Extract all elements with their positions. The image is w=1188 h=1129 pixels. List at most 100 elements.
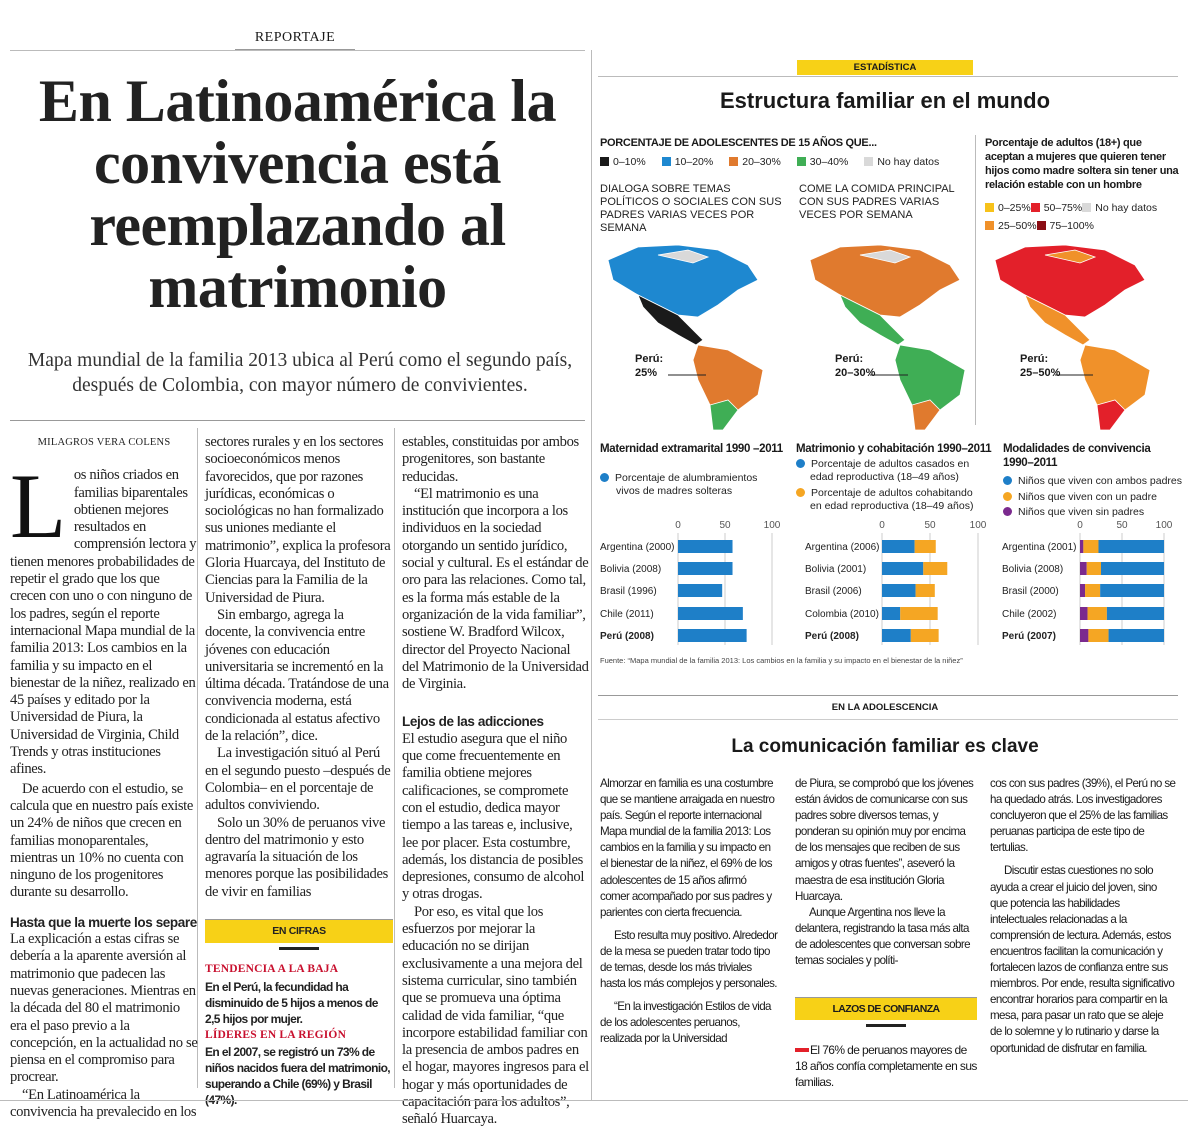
- bar: [1080, 607, 1088, 620]
- map-dialoga: [607, 244, 764, 430]
- en-cifras-box: EN CIFRAS TENDENCIA A LA BAJA En el Perú…: [205, 919, 393, 1108]
- paragraph: Solo un 30% de peruanos vive dentro del …: [205, 814, 388, 900]
- bar: [1080, 540, 1084, 553]
- tick-label: 50: [1116, 520, 1128, 531]
- bar: [1080, 584, 1086, 597]
- bar: [914, 540, 936, 553]
- lazos-box: LAZOS DE CONFIANZA El 76% de peruanos ma…: [795, 997, 977, 1090]
- en-cifras-tag: EN CIFRAS: [205, 919, 393, 951]
- legend-swatch: [985, 221, 994, 230]
- paragraph: “El matrimonio es una institución que in…: [402, 485, 589, 693]
- divider: [598, 76, 1178, 77]
- adolescence-column-1: Almorzar en familia es una costumbre que…: [600, 776, 778, 1048]
- chart1-title: Maternidad extramarital 1990 –2011: [600, 443, 783, 455]
- cifra-heading: LÍDERES EN LA REGIÓN: [205, 1028, 347, 1041]
- chart3-title: Modalidades de convivencia 1990–2011: [1003, 443, 1151, 469]
- bar: [882, 607, 901, 620]
- category-label: Bolivia (2008): [1002, 564, 1063, 575]
- legend-swatch: [985, 203, 994, 212]
- map-region-sasub: [911, 399, 941, 430]
- chart2-legend-1: Porcentaje de adultos casados en edad re…: [796, 458, 976, 484]
- tick-label: 100: [970, 520, 987, 531]
- paragraph: El estudio asegura que el niño que come …: [402, 730, 585, 903]
- legend-swatch: [864, 157, 874, 166]
- category-label: Bolivia (2001): [805, 564, 866, 575]
- legend-swatch: [1030, 203, 1040, 212]
- adolescence-column-2: de Piura, se comprobó que los jóvenes es…: [795, 776, 977, 1091]
- bar: [1085, 584, 1101, 597]
- bar: [1108, 629, 1164, 642]
- cifra-text: En el Perú, la fecundidad ha disminuido …: [205, 979, 378, 1026]
- legend-swatch: [600, 157, 609, 166]
- map-region-grey: [1044, 249, 1097, 264]
- bar: [882, 629, 911, 642]
- adult-legend: 0–25% 50–75% No hay datos 25–50% 75–100%: [985, 199, 1185, 235]
- legend-item: 0–10%: [600, 156, 646, 168]
- legend-dot: [600, 473, 609, 482]
- legend-item: No hay datos: [1082, 202, 1157, 214]
- subtitle: Mapa mundial de la familia 2013 ubica al…: [27, 350, 573, 396]
- cifra-text: En el 2007, se registró un 73% de niños …: [205, 1044, 391, 1107]
- bar: [1080, 562, 1087, 575]
- tick-label: 100: [1156, 520, 1173, 531]
- paragraph: Por eso, es vital que los esfuerzos por …: [402, 903, 589, 1128]
- map-region-ca: [637, 294, 704, 346]
- category-label: Perú (2007): [1002, 631, 1056, 642]
- paragraph: Sin embargo, agrega la docente, la convi…: [205, 606, 389, 745]
- column-divider: [975, 135, 976, 425]
- map-region-grey: [859, 249, 912, 264]
- divider: [0, 1100, 1188, 1101]
- bar: [678, 562, 733, 575]
- lazos-text: El 76% de peruanos mayores de 18 años co…: [795, 1043, 977, 1090]
- category-label: Bolivia (2008): [600, 564, 661, 575]
- category-label: Chile (2011): [600, 609, 654, 620]
- bar: [1088, 629, 1109, 642]
- tick-label: 0: [1077, 520, 1083, 531]
- category-label: Argentina (2000): [600, 542, 675, 553]
- divider: [598, 719, 1178, 720]
- paragraph: “En Latinoamérica la convivencia ha prev…: [10, 1086, 197, 1120]
- legend-item: 0–25%: [985, 202, 1031, 214]
- subheading: Hasta que la muerte los separe: [10, 914, 197, 930]
- map-region-sasub: [709, 399, 739, 430]
- adolescence-column-3: cos con sus padres (39%), el Perú no se …: [990, 776, 1176, 1057]
- legend-swatch: [729, 157, 739, 166]
- paragraph: La explicación a estas cifras se debería…: [10, 931, 198, 1086]
- teen-legend: 0–10% 10–20% 20–30% 30–40% No hay datos: [600, 156, 970, 169]
- article-column-2: sectores rurales y en los sectores socio…: [205, 434, 393, 1108]
- subheading: Lejos de las adicciones: [402, 714, 544, 730]
- tick-label: 0: [879, 520, 885, 531]
- legend-swatch: [661, 157, 671, 166]
- section-title: La comunicación familiar es clave: [731, 736, 1039, 757]
- teen-heading: PORCENTAJE DE ADOLESCENTES DE 15 AÑOS QU…: [600, 137, 877, 149]
- bar: [1100, 584, 1164, 597]
- tick-label: 50: [719, 520, 731, 531]
- legend-swatch: [1036, 221, 1046, 230]
- section-tag: REPORTAJE: [235, 30, 355, 50]
- paragraph: estables, constituidas por ambos progeni…: [402, 434, 579, 485]
- bar: [1080, 629, 1089, 642]
- column-divider: [197, 428, 198, 1088]
- adolescencia-tag: EN LA ADOLESCENCIA: [831, 702, 939, 713]
- map-region-ca: [839, 294, 906, 346]
- legend-item: 10–20%: [661, 156, 713, 168]
- bar: [678, 607, 743, 620]
- bar: [910, 629, 939, 642]
- paragraph: “En la investigación Estilos de vida de …: [600, 1000, 772, 1046]
- paragraph: cos con sus padres (39%), el Perú no se …: [990, 777, 1176, 855]
- category-label: Brasil (1996): [600, 586, 657, 597]
- map-region-sasub: [1096, 399, 1126, 430]
- bar: [678, 540, 733, 553]
- divider: [10, 420, 585, 421]
- bar: [1098, 540, 1164, 553]
- paragraph: Discutir estas cuestiones no solo ayuda …: [990, 864, 1175, 1055]
- bar: [1086, 562, 1101, 575]
- category-label: Chile (2002): [1002, 609, 1056, 620]
- paragraph: Aunque Argentina nos lleve la delantera,…: [795, 905, 971, 968]
- bar: [900, 607, 938, 620]
- paragraph: Almorzar en familia es una costumbre que…: [600, 777, 775, 919]
- source-note: Fuente: “Mapa mundial de la familia 2013…: [600, 656, 963, 665]
- category-label: Argentina (2006): [805, 542, 880, 553]
- map3-peru-label: Perú: 25–50%: [1020, 353, 1061, 379]
- tick-label: 0: [675, 520, 681, 531]
